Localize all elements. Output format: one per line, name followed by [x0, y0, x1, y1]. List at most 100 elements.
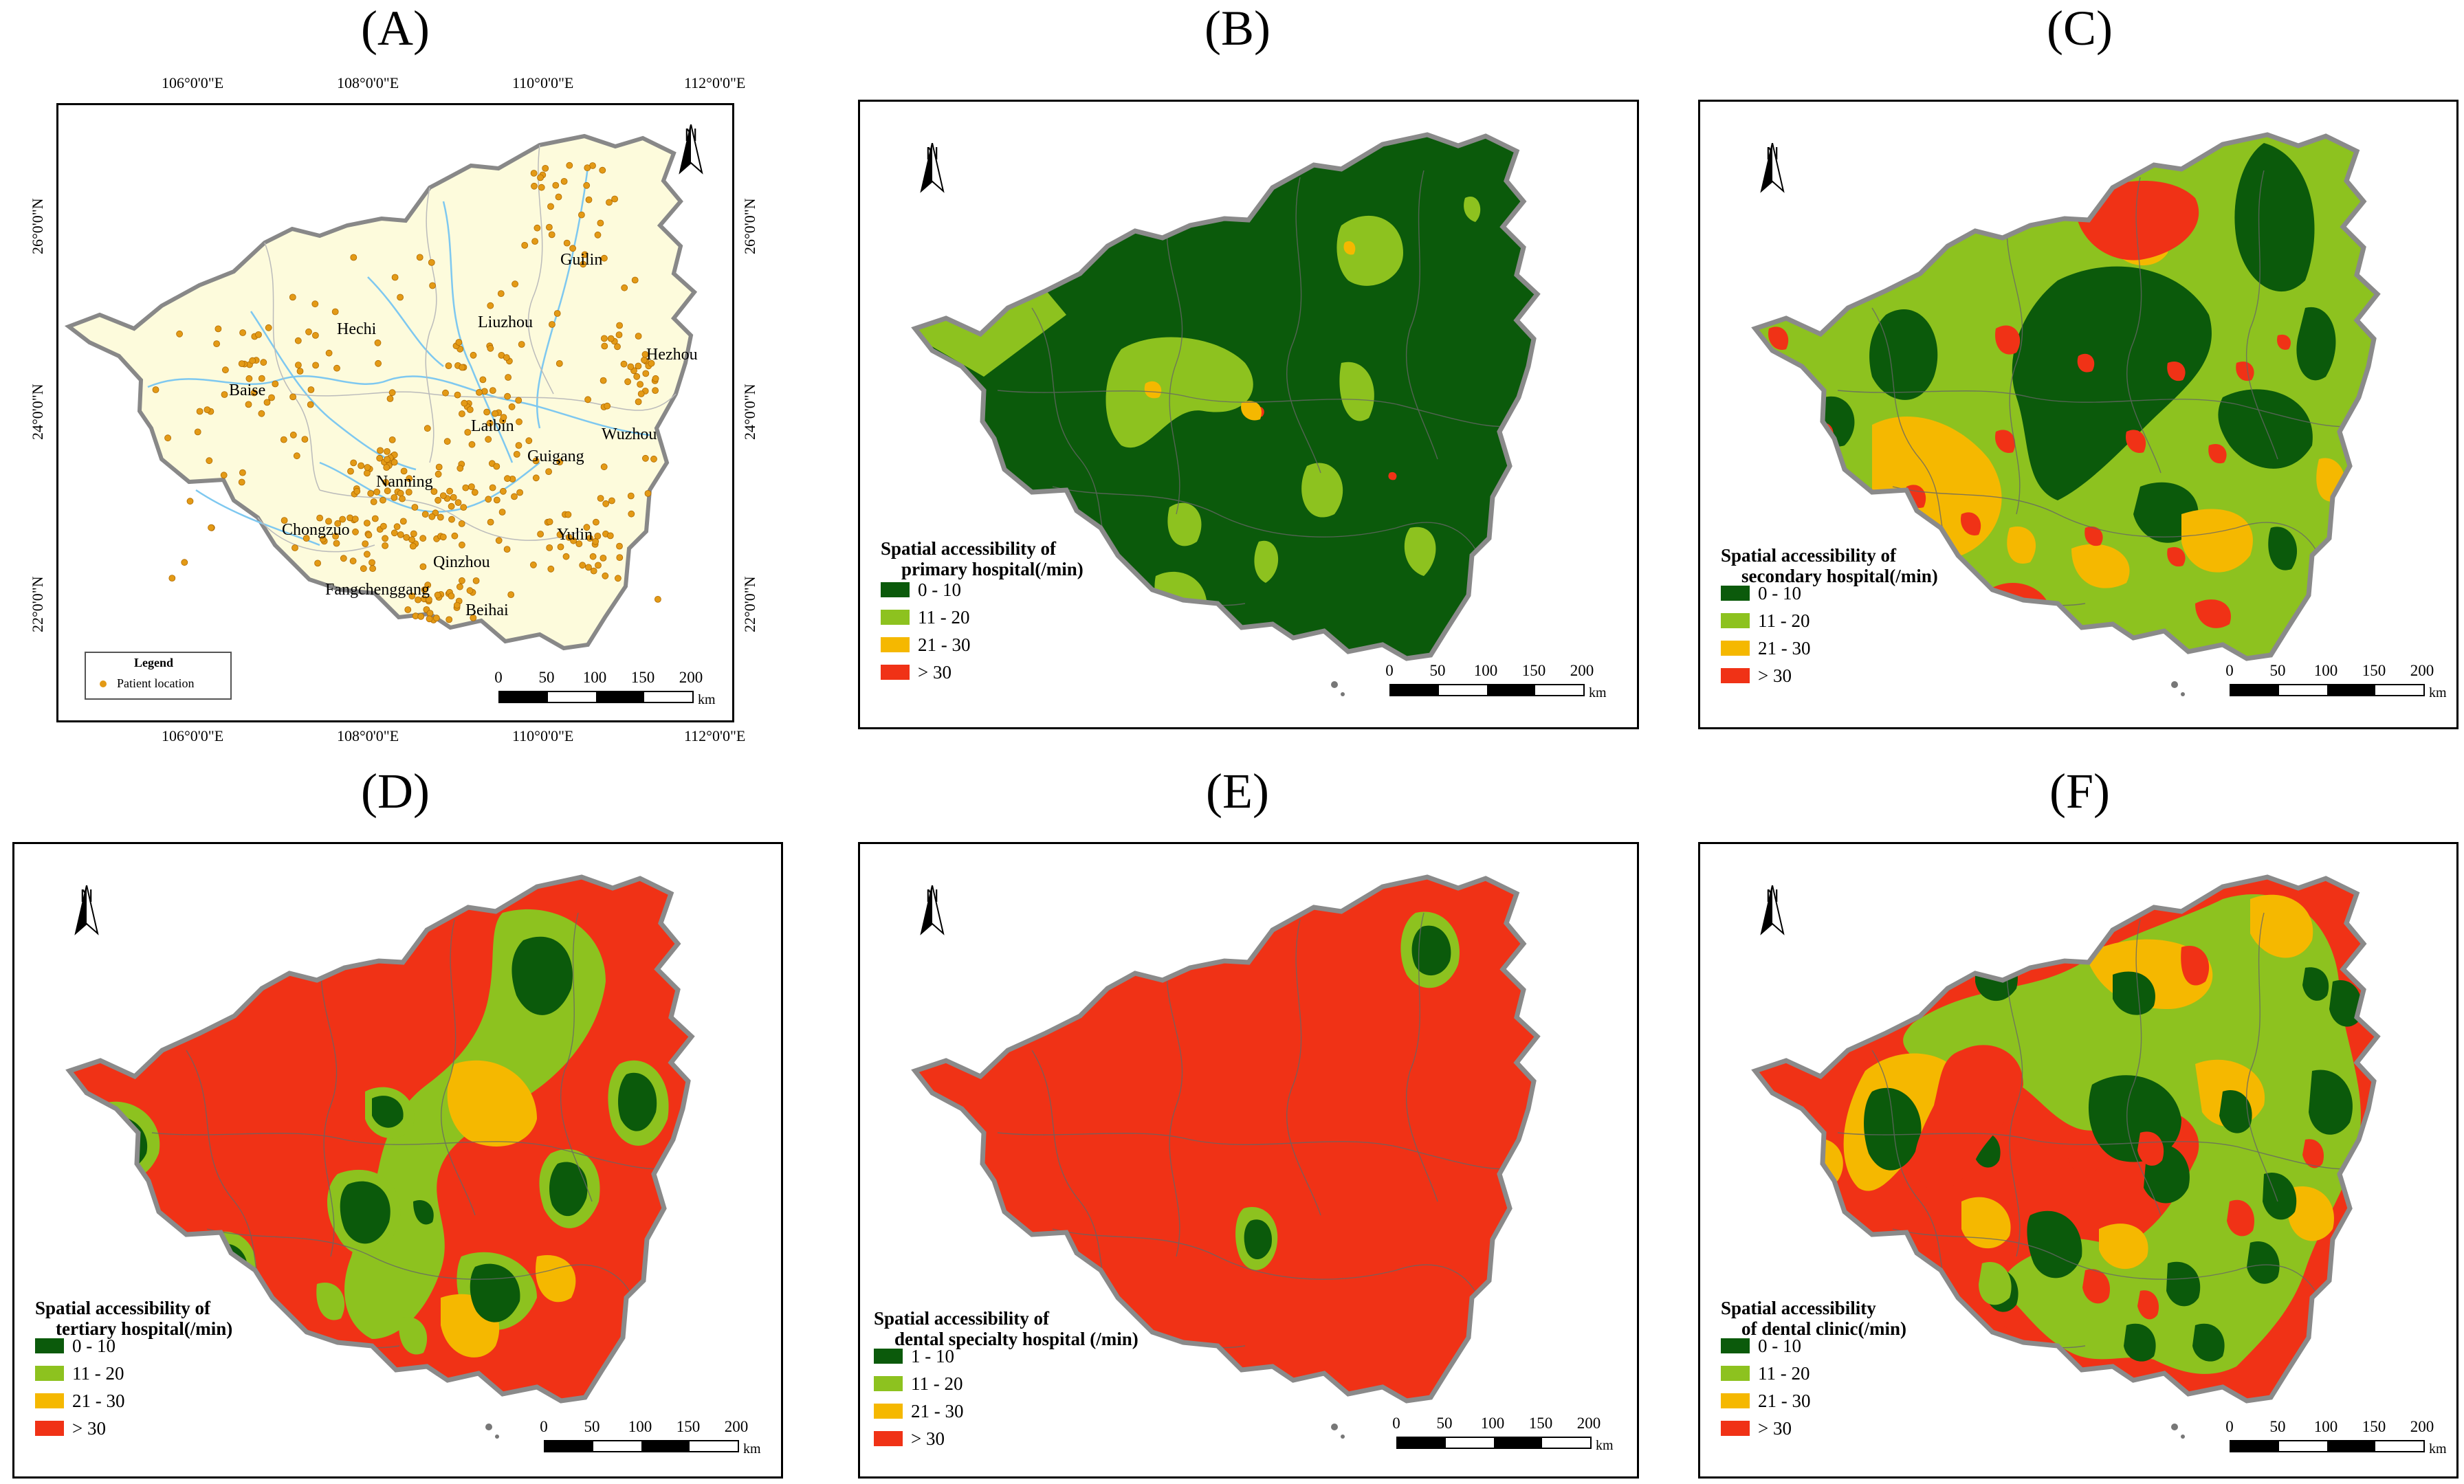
- patient-point: [221, 366, 229, 374]
- patient-point: [487, 302, 494, 309]
- legend-swatch: [35, 1393, 64, 1408]
- patient-point: [564, 511, 572, 518]
- legend-class-b-0: 0 - 10: [881, 579, 961, 600]
- legend-swatch: [35, 1421, 64, 1436]
- patient-point: [470, 614, 477, 621]
- legend-class-c-1: 11 - 20: [1721, 610, 1810, 631]
- legend-class-label: 21 - 30: [1758, 1390, 1811, 1411]
- patient-point: [584, 396, 591, 403]
- lon-label-bottom-3: 110°0'0"E: [512, 727, 574, 744]
- patient-point: [430, 488, 438, 495]
- accessibility-zone: [2082, 1269, 2110, 1304]
- patient-point: [547, 565, 555, 573]
- patient-point: [255, 331, 262, 338]
- patient-point: [579, 562, 586, 569]
- patient-point: [176, 330, 184, 337]
- legend-class-label: > 30: [1758, 665, 1792, 686]
- region-outline: [65, 874, 695, 1404]
- patient-point: [648, 359, 655, 367]
- patient-point: [383, 464, 390, 471]
- accessibility-zone: [2068, 1131, 2101, 1175]
- patient-point: [487, 344, 494, 352]
- patient-point: [454, 499, 462, 506]
- patient-point: [537, 174, 544, 181]
- accessibility-zone: [2137, 1290, 2159, 1320]
- map-a-svg: [64, 133, 698, 651]
- patient-point: [654, 596, 661, 603]
- legend-title-line1-f: Spatial accessibility: [1721, 1298, 1876, 1318]
- accessibility-zone: [2012, 266, 2212, 500]
- region-outline: [911, 874, 1541, 1404]
- patient-point: [434, 470, 442, 478]
- legend-class-d-2: 21 - 30: [35, 1391, 125, 1411]
- patient-point: [606, 199, 613, 206]
- map-frame-c: N Spatial accessibility of secondary hos…: [1698, 100, 2458, 729]
- patient-point: [419, 563, 427, 571]
- patient-point: [512, 280, 518, 288]
- patient-point: [390, 494, 398, 501]
- accessibility-zone: [2126, 430, 2146, 453]
- patient-point: [332, 533, 340, 540]
- panel-label-e: (E): [1206, 764, 1269, 819]
- patient-point: [460, 504, 468, 511]
- legend-class-e-2: 21 - 30: [874, 1401, 964, 1421]
- patient-point: [635, 398, 642, 406]
- patient-point: [421, 511, 429, 518]
- patient-point: [265, 324, 272, 331]
- accessibility-zone: [2124, 1323, 2156, 1362]
- city-label-fangchenggang: Fangchenggang: [325, 581, 430, 599]
- lon-label-top-4: 112°0'0"E: [684, 74, 746, 91]
- lat-label-right-1: 26°0'0"N: [741, 198, 758, 254]
- lat-label-right-3: 22°0'0"N: [741, 576, 758, 632]
- patient-point: [382, 535, 389, 542]
- patient-point: [537, 531, 544, 538]
- patient-point: [637, 381, 644, 388]
- patient-point: [289, 431, 297, 439]
- patient-point: [532, 474, 540, 482]
- accessibility-zone: [2329, 980, 2362, 1027]
- patient-point: [367, 490, 375, 497]
- patient-point: [393, 523, 401, 531]
- legend-swatch: [881, 637, 910, 652]
- patient-point: [635, 333, 642, 340]
- patient-point: [426, 615, 433, 623]
- accessibility-zone: [2277, 334, 2291, 350]
- patient-point: [388, 389, 396, 397]
- legend-title-line1-c: Spatial accessibility of: [1721, 545, 1896, 566]
- legend-class-b-1: 11 - 20: [881, 607, 970, 628]
- legend-title-line2-b: primary hospital(/min): [901, 559, 1084, 579]
- patient-point: [268, 394, 275, 401]
- patient-point: [213, 340, 221, 348]
- legend-class-b-3: > 30: [881, 662, 952, 683]
- patient-point: [168, 575, 176, 582]
- patient-point: [616, 542, 623, 550]
- patient-point: [479, 376, 487, 384]
- patient-point: [428, 513, 436, 520]
- patient-point: [511, 493, 518, 500]
- city-label-yulin: Yulin: [557, 526, 593, 544]
- scale-bar-d: 0 50 100 150 200 km: [540, 1418, 761, 1457]
- legend-class-label: 0 - 10: [72, 1335, 116, 1356]
- accessibility-zone: [413, 1200, 434, 1225]
- patient-point: [370, 498, 377, 505]
- patient-point: [466, 406, 474, 413]
- patient-point: [379, 496, 386, 504]
- patient-point: [600, 377, 607, 384]
- accessibility-zone: [1336, 215, 1403, 286]
- patient-point: [586, 535, 593, 542]
- accessibility-zone: [2247, 1241, 2280, 1284]
- patient-point: [311, 300, 319, 308]
- patient-point: [652, 387, 659, 395]
- legend-class-f-3: > 30: [1721, 1418, 1792, 1439]
- legend-class-d-3: > 30: [35, 1418, 106, 1439]
- patient-point: [331, 308, 339, 315]
- patient-point: [600, 463, 608, 471]
- legend-class-label: 11 - 20: [72, 1362, 124, 1384]
- patient-point: [569, 245, 576, 252]
- patient-point: [296, 368, 304, 375]
- north-arrow-e: N: [918, 885, 946, 961]
- accessibility-zone: [702, 1083, 727, 1114]
- accessibility-zone: [512, 936, 573, 1015]
- accessibility-zone: [372, 1096, 404, 1128]
- patient-point: [437, 513, 444, 521]
